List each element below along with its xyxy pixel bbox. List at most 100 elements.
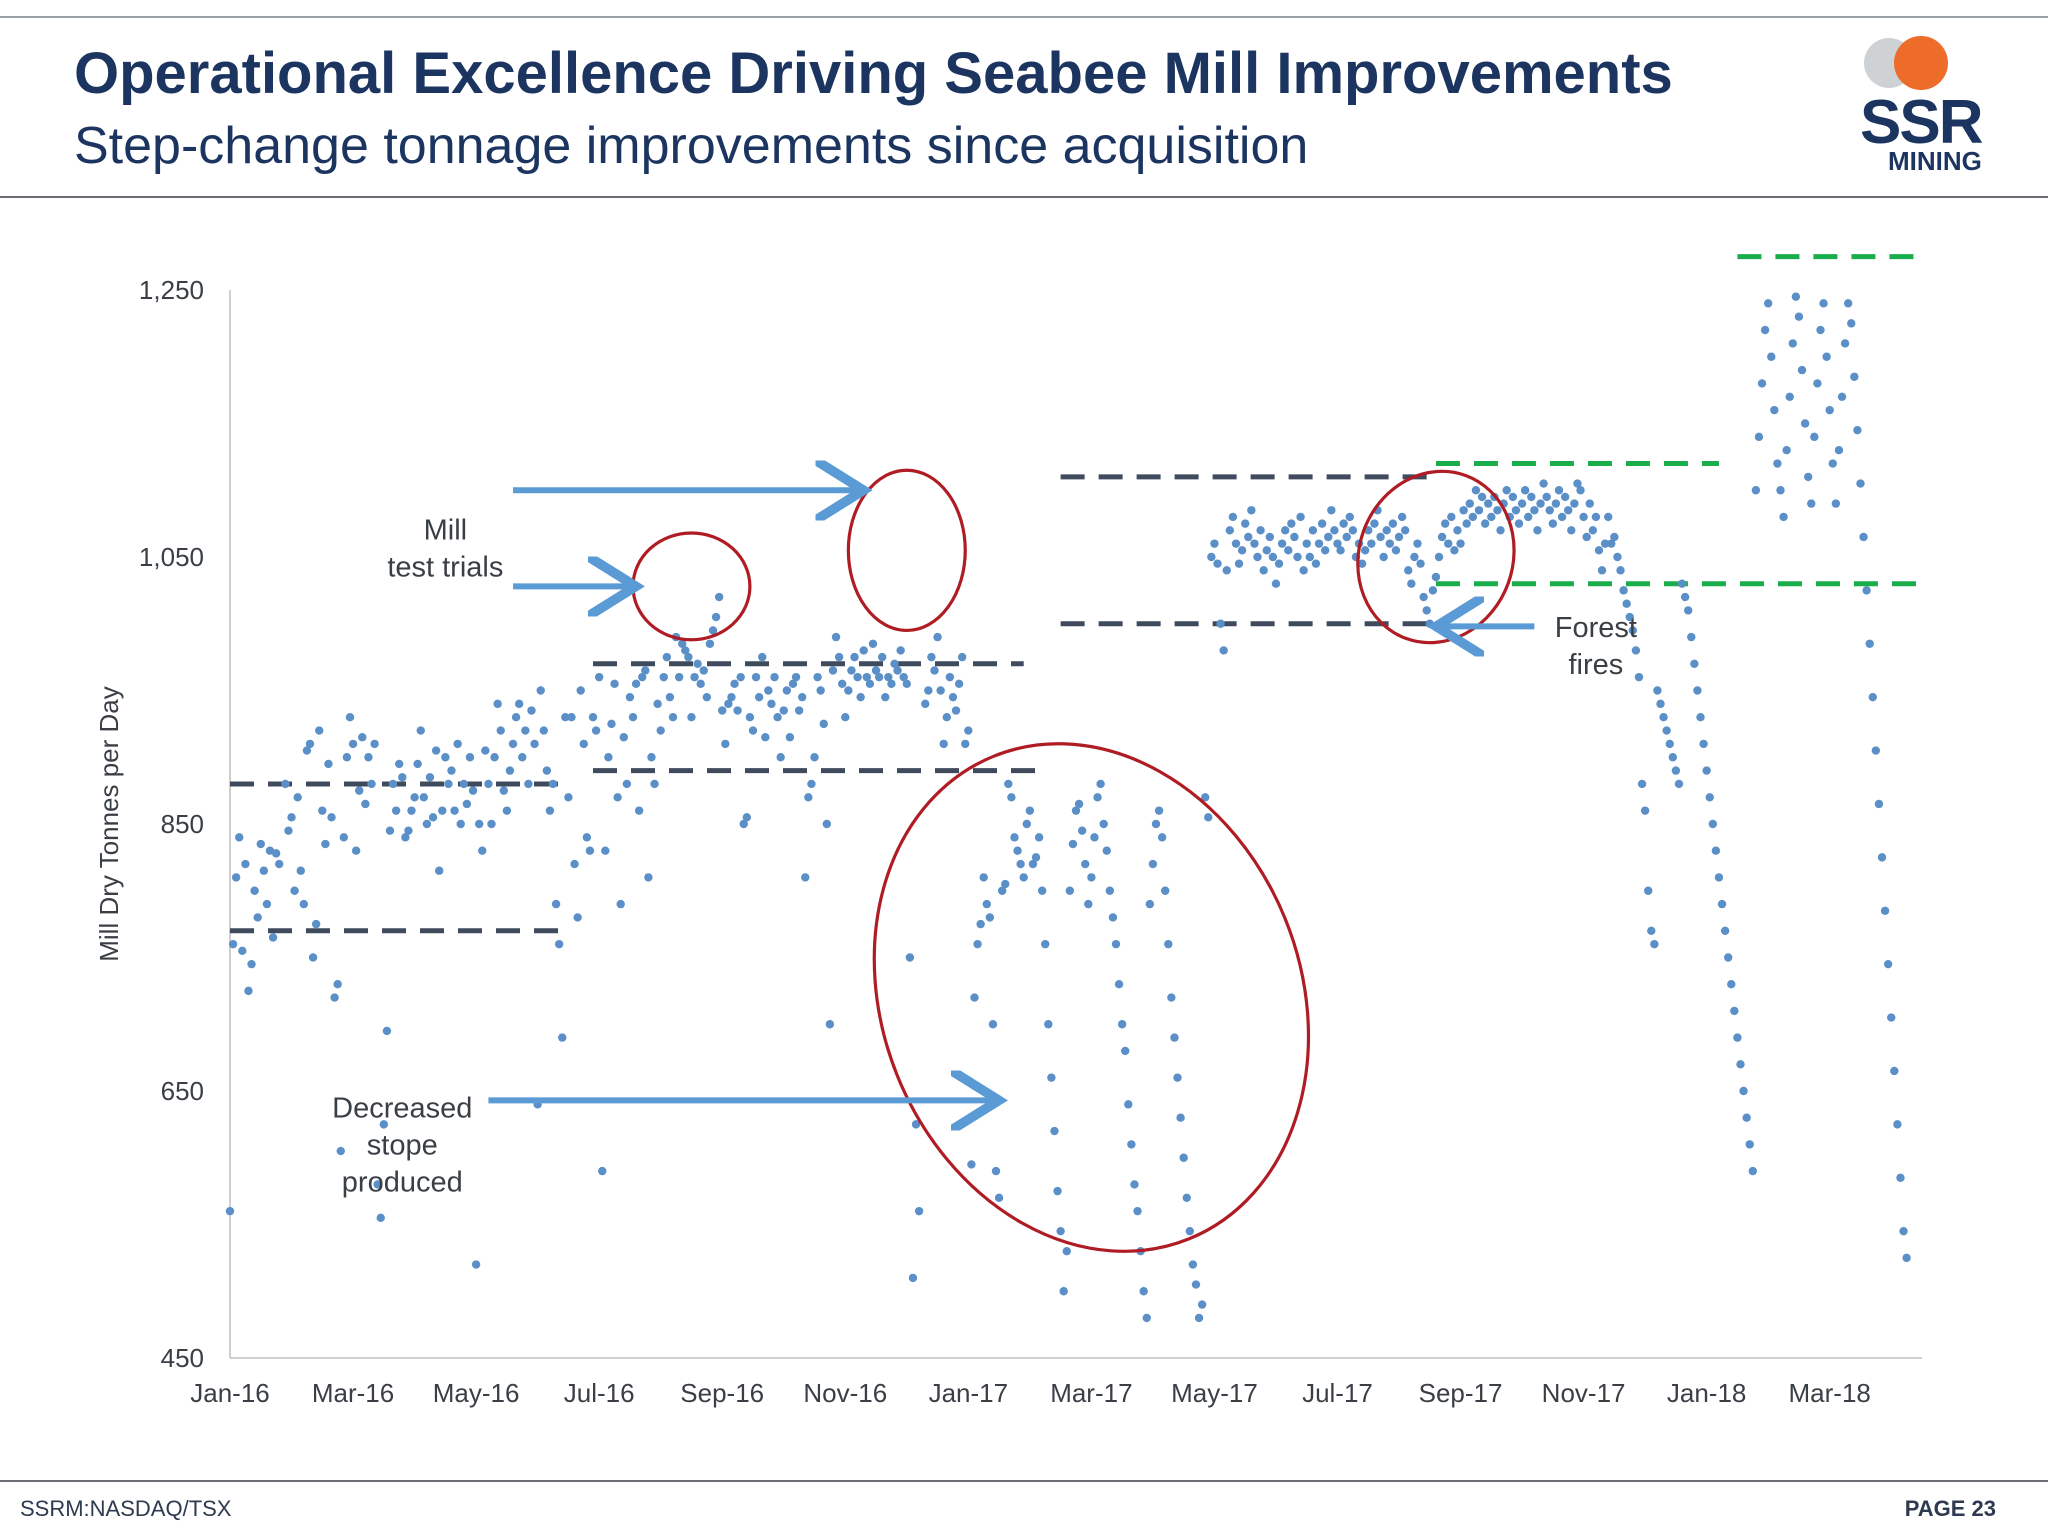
data-point bbox=[948, 692, 958, 702]
data-point bbox=[305, 739, 315, 749]
data-point bbox=[1376, 532, 1385, 542]
data-point bbox=[1151, 819, 1161, 829]
data-point bbox=[921, 699, 930, 709]
data-point bbox=[761, 733, 770, 742]
data-point bbox=[1194, 1313, 1204, 1323]
data-point bbox=[693, 659, 702, 668]
data-point bbox=[284, 826, 293, 835]
data-point bbox=[1760, 325, 1770, 335]
data-point bbox=[991, 1166, 1001, 1176]
data-point bbox=[801, 873, 810, 882]
data-point bbox=[1628, 626, 1638, 635]
data-point bbox=[1139, 1287, 1148, 1296]
data-point bbox=[413, 759, 422, 769]
data-point bbox=[733, 706, 742, 715]
data-point bbox=[225, 1206, 235, 1216]
data-point bbox=[1536, 499, 1545, 508]
data-point bbox=[1720, 926, 1730, 935]
data-point bbox=[816, 686, 825, 695]
data-point bbox=[1305, 552, 1315, 562]
y-axis-title: Mill Dry Tonnes per Day bbox=[94, 686, 124, 962]
data-point bbox=[287, 813, 296, 822]
data-point bbox=[1074, 799, 1084, 809]
data-point bbox=[1527, 492, 1536, 502]
data-point bbox=[1299, 566, 1308, 575]
data-point bbox=[662, 652, 672, 662]
data-point bbox=[281, 779, 290, 789]
data-point bbox=[1622, 599, 1631, 608]
footer-ticker: SSRM:NASDAQ/TSX bbox=[20, 1496, 232, 1521]
data-point bbox=[1708, 819, 1718, 829]
data-point bbox=[1631, 646, 1641, 655]
data-point bbox=[902, 679, 911, 689]
data-point bbox=[1533, 526, 1542, 535]
data-point bbox=[275, 859, 284, 869]
data-point bbox=[474, 819, 484, 829]
data-point bbox=[1610, 532, 1619, 542]
data-point bbox=[1087, 873, 1096, 882]
data-point bbox=[1013, 846, 1022, 855]
annotation-text: Forest bbox=[1555, 612, 1637, 644]
data-point bbox=[1410, 552, 1419, 562]
data-point bbox=[1096, 779, 1105, 789]
data-point bbox=[1034, 833, 1044, 842]
data-point bbox=[678, 639, 687, 648]
data-point bbox=[819, 719, 828, 729]
data-point bbox=[776, 753, 785, 762]
data-point bbox=[1776, 486, 1785, 495]
data-point bbox=[859, 646, 868, 655]
data-point bbox=[1671, 766, 1681, 775]
data-point bbox=[355, 786, 364, 795]
data-point bbox=[521, 726, 530, 735]
data-point bbox=[825, 1020, 835, 1029]
data-point bbox=[598, 1166, 607, 1176]
data-point bbox=[807, 779, 816, 789]
data-point bbox=[1121, 1046, 1130, 1056]
data-point bbox=[1317, 519, 1327, 528]
data-point bbox=[321, 839, 330, 849]
data-point bbox=[930, 666, 939, 675]
data-point bbox=[315, 726, 324, 735]
data-point bbox=[1887, 1013, 1896, 1022]
data-point bbox=[508, 739, 518, 749]
data-point bbox=[1296, 512, 1305, 522]
x-tick-label: Mar-18 bbox=[1789, 1378, 1871, 1408]
data-point bbox=[1084, 899, 1093, 909]
x-tick-label: Sep-17 bbox=[1419, 1378, 1503, 1408]
data-point bbox=[471, 1260, 481, 1269]
data-point bbox=[1554, 486, 1564, 495]
data-point bbox=[951, 706, 961, 715]
annotation-text: Mill bbox=[424, 515, 468, 547]
data-point bbox=[1391, 546, 1401, 555]
data-point bbox=[1201, 793, 1210, 802]
data-point bbox=[594, 672, 604, 682]
data-point bbox=[631, 679, 641, 689]
data-point bbox=[1244, 532, 1253, 542]
data-point bbox=[788, 679, 798, 689]
data-point bbox=[994, 1193, 1004, 1203]
data-point bbox=[1757, 379, 1767, 388]
data-point bbox=[702, 692, 712, 702]
data-point bbox=[942, 713, 951, 722]
data-point bbox=[398, 773, 407, 782]
x-tick-label: Nov-16 bbox=[803, 1378, 887, 1408]
data-point bbox=[1204, 813, 1213, 822]
data-point bbox=[318, 806, 327, 815]
data-point bbox=[1302, 539, 1311, 548]
data-point bbox=[1662, 726, 1671, 735]
page-title: Operational Excellence Driving Seabee Mi… bbox=[74, 41, 1673, 106]
data-point bbox=[650, 779, 659, 789]
data-point bbox=[1699, 739, 1708, 749]
data-point bbox=[1145, 899, 1155, 909]
data-point bbox=[1450, 546, 1459, 555]
data-point bbox=[893, 666, 902, 675]
data-point bbox=[1723, 953, 1733, 962]
data-point bbox=[256, 839, 265, 849]
data-point bbox=[1493, 506, 1502, 515]
data-point bbox=[1431, 572, 1441, 582]
data-point bbox=[333, 980, 342, 989]
data-point bbox=[1711, 846, 1721, 855]
data-point bbox=[1474, 506, 1484, 515]
data-point bbox=[361, 799, 370, 809]
data-point bbox=[1865, 639, 1874, 648]
